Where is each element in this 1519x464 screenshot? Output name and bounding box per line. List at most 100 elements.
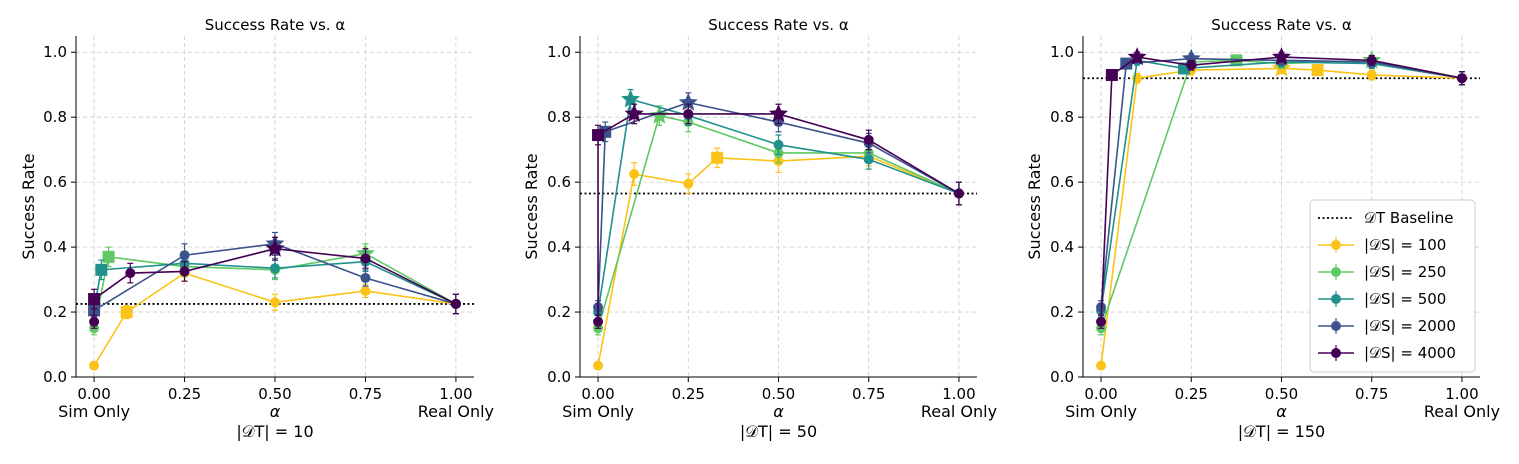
y-tick-label: 1.0 — [43, 43, 67, 61]
x-tick-label: 0.75 — [349, 385, 382, 403]
y-tick-label: 1.0 — [1050, 43, 1074, 61]
data-point-circle-marker — [863, 134, 874, 145]
data-point-circle-marker — [593, 316, 604, 327]
x-tick-label: 0.00 — [77, 385, 110, 403]
data-point-square-marker — [1230, 54, 1243, 67]
legend-entry-label: |𝒟S| = 2000 — [1364, 317, 1456, 335]
x-tick-label: 1.00 — [1445, 385, 1478, 403]
data-point-circle-marker — [1096, 360, 1107, 371]
data-point-circle-marker — [270, 297, 280, 308]
y-tick-label: 0.8 — [547, 108, 571, 126]
data-point-star-marker — [1181, 48, 1201, 67]
series-4 — [593, 92, 964, 315]
data-point-star-marker — [621, 89, 641, 108]
chart-title: Success Rate vs. α — [205, 16, 346, 34]
data-point-circle-marker — [683, 178, 694, 189]
real-only-label: Real Only — [418, 402, 494, 421]
y-tick-label: 0.2 — [1050, 303, 1074, 321]
panel-1: 0.00 0.25 0.50 0.75 1.00 0.0 0.2 0.4 0.6 0.8 1.0 Si… — [19, 16, 494, 441]
x-tick-label: 0.00 — [581, 385, 614, 403]
y-tick-label: 0.4 — [1050, 238, 1074, 256]
data-point-circle-marker — [1186, 60, 1197, 71]
data-point-circle-marker — [360, 253, 371, 264]
real-only-label: Real Only — [921, 402, 997, 421]
y-tick-label: 0.0 — [547, 368, 571, 386]
series-5 — [88, 236, 461, 329]
series-line — [597, 101, 960, 308]
data-point-square-marker — [88, 293, 101, 306]
x-tick-label: 0.50 — [258, 385, 291, 403]
data-point-square-marker — [592, 129, 605, 142]
chart-title: Success Rate vs. α — [708, 16, 849, 34]
x-axis-label: α — [1276, 402, 1287, 421]
series-line — [1100, 57, 1463, 308]
x-tick-label: 1.00 — [942, 385, 975, 403]
panel-3: 0.00 0.25 0.50 0.75 1.00 0.0 0.2 0.4 0.6 0.8 1.0 Si… — [1025, 16, 1500, 441]
y-tick-label: 0.2 — [43, 303, 67, 321]
data-point-circle-marker — [125, 268, 136, 279]
y-tick-label: 0.0 — [1050, 368, 1074, 386]
series-line — [93, 260, 457, 309]
y-tick-label: 1.0 — [547, 43, 571, 61]
data-point-circle-marker — [683, 108, 694, 119]
series-line — [93, 272, 457, 367]
data-point-circle-marker — [1456, 73, 1467, 84]
x-axis-sublabel: |𝒟T| = 50 — [740, 422, 817, 441]
x-tick-label: 1.00 — [439, 385, 472, 403]
x-tick-label: 0.50 — [1265, 385, 1298, 403]
data-point-square-marker — [120, 306, 133, 319]
y-tick-label: 0.0 — [43, 368, 67, 386]
data-point-circle-marker — [1096, 316, 1107, 327]
data-point-circle-marker — [89, 360, 100, 371]
y-axis-label: Success Rate — [19, 153, 38, 259]
data-point-circle-marker — [450, 298, 461, 309]
series-line — [1100, 59, 1463, 311]
series-5 — [1096, 47, 1467, 329]
legend-swatch-marker — [1331, 267, 1341, 277]
sim-only-label: Sim Only — [1065, 402, 1137, 421]
x-tick-label: 0.00 — [1084, 385, 1117, 403]
data-point-circle-marker — [773, 139, 784, 150]
y-tick-label: 0.8 — [43, 108, 67, 126]
series-line — [597, 98, 960, 313]
chart-title: Success Rate vs. α — [1211, 16, 1352, 34]
data-point-circle-marker — [89, 316, 100, 327]
x-tick-label: 0.25 — [672, 385, 705, 403]
data-point-circle-marker — [863, 154, 874, 165]
data-point-star-marker — [265, 238, 285, 257]
data-point-circle-marker — [360, 272, 371, 283]
legend-swatch-marker — [1331, 294, 1341, 304]
legend-entry-label: |𝒟S| = 250 — [1364, 263, 1446, 281]
data-point-star-marker — [768, 103, 789, 123]
y-tick-label: 0.6 — [43, 173, 67, 191]
legend-swatch-marker — [1331, 348, 1341, 358]
data-point-star-marker — [678, 92, 698, 111]
real-only-label: Real Only — [1424, 402, 1500, 421]
y-axis-label: Success Rate — [522, 153, 541, 259]
data-point-square-marker — [1105, 68, 1118, 81]
legend: 𝒟T Baseline |𝒟S| = 100 |𝒟S| = 250 |𝒟S| = 50… — [1309, 199, 1476, 373]
sim-only-label: Sim Only — [562, 402, 634, 421]
y-tick-label: 0.8 — [1050, 108, 1074, 126]
data-point-circle-marker — [1366, 69, 1377, 80]
data-point-circle-marker — [360, 285, 371, 296]
series-line — [597, 114, 960, 329]
data-point-star-marker — [1271, 47, 1292, 66]
data-point-square-marker — [711, 151, 724, 164]
legend-box — [1309, 199, 1476, 373]
data-point-square-marker — [102, 250, 115, 263]
data-point-circle-marker — [593, 360, 604, 371]
legend-baseline-label: 𝒟T Baseline — [1364, 209, 1454, 227]
y-axis-label: Success Rate — [1025, 153, 1044, 259]
data-point-circle-marker — [1366, 55, 1377, 66]
data-point-circle-marker — [179, 250, 190, 261]
data-point-circle-marker — [629, 169, 640, 180]
panel-2: 0.00 0.25 0.50 0.75 1.00 0.0 0.2 0.4 0.6 0.8 1.0 Si… — [522, 16, 997, 441]
sim-only-label: Sim Only — [58, 402, 130, 421]
y-tick-label: 0.2 — [547, 303, 571, 321]
data-point-square-marker — [1311, 64, 1324, 77]
x-axis-sublabel: |𝒟T| = 10 — [236, 422, 313, 441]
y-tick-label: 0.6 — [547, 173, 571, 191]
legend-swatch-marker — [1331, 240, 1341, 250]
x-axis-sublabel: |𝒟T| = 150 — [1238, 422, 1325, 441]
